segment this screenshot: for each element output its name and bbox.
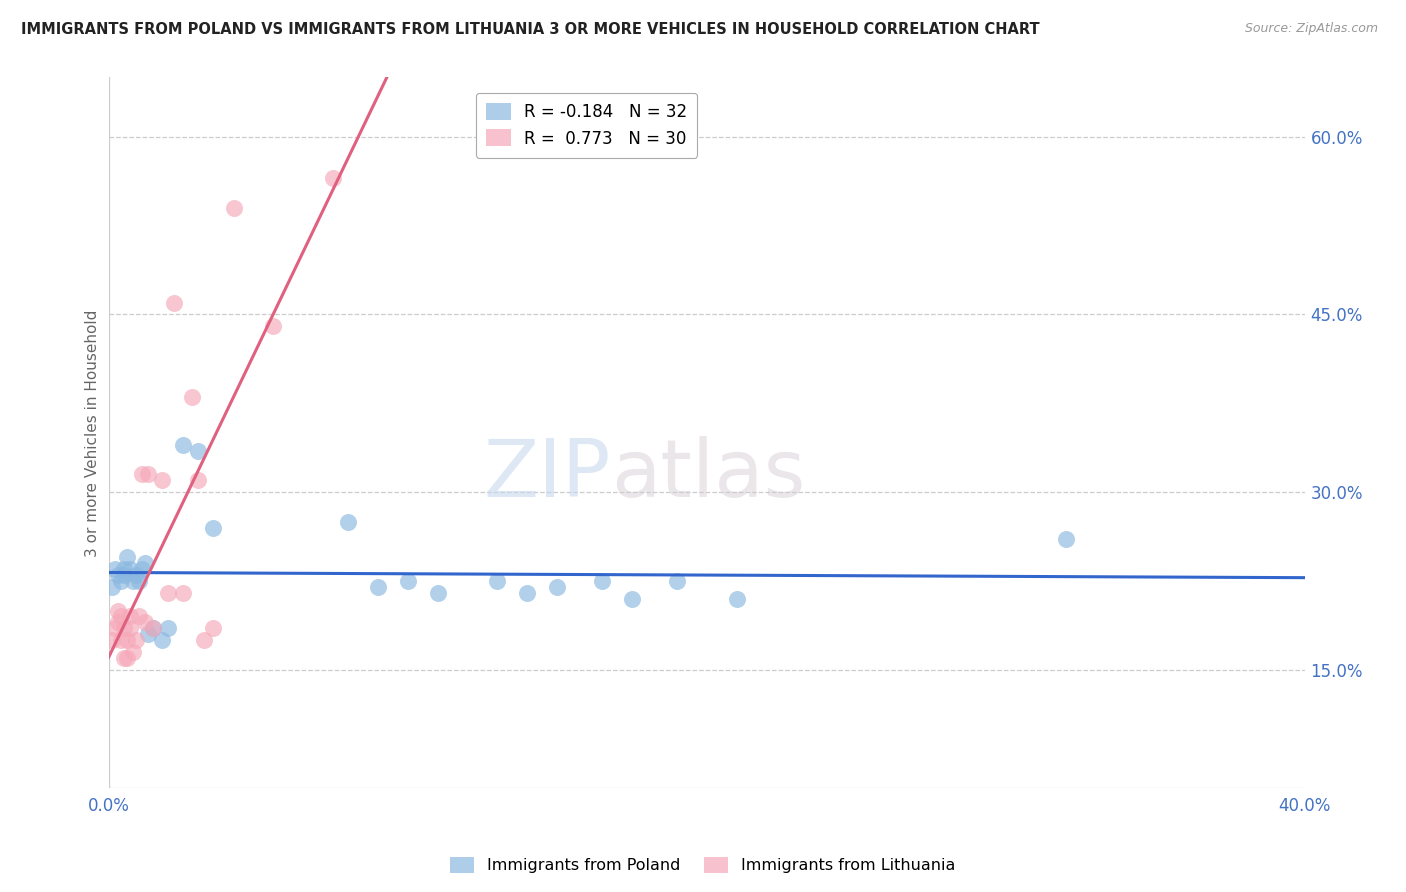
- Point: [118, 621, 141, 635]
- Point: [1054, 533, 1077, 547]
- Legend: Immigrants from Poland, Immigrants from Lithuania: Immigrants from Poland, Immigrants from …: [444, 850, 962, 880]
- Point: [172, 586, 194, 600]
- Point: [121, 574, 143, 588]
- Point: [163, 295, 186, 310]
- Point: [591, 574, 613, 588]
- Point: [128, 609, 150, 624]
- Point: [262, 319, 284, 334]
- Point: [516, 586, 538, 600]
- Point: [107, 568, 129, 582]
- Point: [112, 621, 135, 635]
- Point: [157, 621, 180, 635]
- Point: [112, 562, 135, 576]
- Legend: R = -0.184   N = 32, R =  0.773   N = 30: R = -0.184 N = 32, R = 0.773 N = 30: [475, 93, 697, 158]
- Text: IMMIGRANTS FROM POLAND VS IMMIGRANTS FROM LITHUANIA 3 OR MORE VEHICLES IN HOUSEH: IMMIGRANTS FROM POLAND VS IMMIGRANTS FRO…: [21, 22, 1039, 37]
- Point: [187, 443, 209, 458]
- Point: [142, 621, 165, 635]
- Point: [224, 201, 246, 215]
- Point: [115, 550, 138, 565]
- Point: [118, 562, 141, 576]
- Point: [110, 633, 132, 648]
- Point: [124, 633, 146, 648]
- Point: [152, 473, 174, 487]
- Point: [396, 574, 419, 588]
- Point: [100, 580, 122, 594]
- Point: [131, 562, 153, 576]
- Point: [336, 515, 359, 529]
- Point: [107, 603, 129, 617]
- Text: atlas: atlas: [612, 436, 806, 515]
- Point: [157, 586, 180, 600]
- Point: [136, 627, 159, 641]
- Point: [112, 568, 135, 582]
- Point: [172, 438, 194, 452]
- Point: [202, 621, 225, 635]
- Point: [115, 651, 138, 665]
- Point: [620, 591, 643, 606]
- Point: [115, 633, 138, 648]
- Point: [367, 580, 389, 594]
- Text: Source: ZipAtlas.com: Source: ZipAtlas.com: [1244, 22, 1378, 36]
- Point: [112, 651, 135, 665]
- Point: [152, 633, 174, 648]
- Point: [193, 633, 215, 648]
- Point: [187, 473, 209, 487]
- Point: [426, 586, 449, 600]
- Point: [104, 621, 127, 635]
- Point: [725, 591, 748, 606]
- Point: [665, 574, 688, 588]
- Point: [136, 467, 159, 482]
- Point: [142, 621, 165, 635]
- Y-axis label: 3 or more Vehicles in Household: 3 or more Vehicles in Household: [86, 310, 100, 557]
- Text: ZIP: ZIP: [484, 436, 612, 515]
- Point: [104, 562, 127, 576]
- Point: [118, 609, 141, 624]
- Point: [202, 520, 225, 534]
- Point: [110, 609, 132, 624]
- Point: [124, 568, 146, 582]
- Point: [128, 574, 150, 588]
- Point: [546, 580, 568, 594]
- Point: [134, 615, 156, 630]
- Point: [131, 467, 153, 482]
- Point: [107, 615, 129, 630]
- Point: [181, 390, 204, 404]
- Point: [322, 171, 344, 186]
- Point: [121, 645, 143, 659]
- Point: [486, 574, 509, 588]
- Point: [134, 556, 156, 570]
- Point: [110, 574, 132, 588]
- Point: [100, 633, 122, 648]
